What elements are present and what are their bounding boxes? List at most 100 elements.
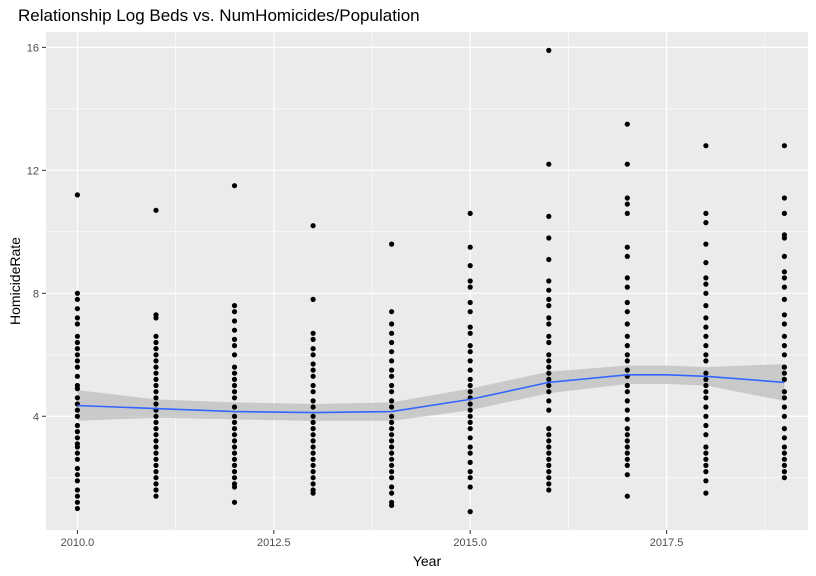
data-point: [389, 490, 395, 496]
data-point: [546, 426, 552, 432]
data-point: [546, 296, 552, 302]
data-point: [703, 444, 709, 450]
data-point: [231, 382, 238, 389]
data-point: [389, 321, 395, 327]
data-point: [546, 444, 552, 450]
data-point: [781, 333, 788, 339]
data-point: [703, 210, 709, 216]
data-point: [467, 389, 473, 395]
data-point: [624, 343, 630, 349]
smooth-trend-line: [77, 374, 785, 414]
data-point: [153, 493, 159, 499]
data-point: [467, 210, 473, 216]
data-point: [703, 462, 709, 468]
data-point: [389, 330, 395, 336]
data-point: [624, 450, 630, 456]
data-point: [624, 444, 630, 450]
data-point: [153, 382, 159, 389]
data-point: [153, 401, 159, 407]
data-point: [467, 459, 473, 465]
data-point: [781, 284, 788, 290]
data-point: [781, 404, 788, 410]
data-point: [74, 364, 80, 370]
data-point: [546, 469, 552, 475]
data-point: [703, 413, 709, 419]
data-point: [546, 333, 552, 339]
data-point: [389, 456, 395, 462]
data-point: [310, 367, 316, 373]
data-point: [389, 367, 395, 373]
data-point: [781, 469, 788, 475]
data-point: [624, 333, 630, 339]
data-point: [546, 456, 552, 462]
data-point: [546, 303, 552, 309]
data-point: [781, 389, 788, 395]
data-point: [153, 462, 159, 468]
data-point: [781, 376, 788, 382]
data-point: [624, 352, 630, 358]
data-point: [781, 235, 788, 241]
data-point: [231, 469, 238, 475]
data-point: [389, 389, 395, 395]
data-point: [467, 367, 473, 373]
data-point: [467, 309, 473, 315]
data-point: [467, 343, 473, 349]
x-axis-ticks: 2010.0 2012.5 2015.0 2017.5: [61, 530, 683, 549]
data-point: [74, 413, 80, 419]
data-point: [389, 382, 395, 389]
data-point: [231, 336, 238, 342]
data-point: [74, 429, 80, 435]
data-point: [703, 281, 709, 287]
data-point: [624, 432, 630, 438]
data-point: [467, 358, 473, 364]
data-point: [781, 269, 788, 275]
data-point: [231, 432, 238, 438]
data-point: [389, 413, 395, 419]
data-point: [546, 382, 552, 389]
minor-gridlines: [46, 32, 808, 530]
data-point: [310, 438, 316, 444]
data-point: [310, 352, 316, 358]
chart-title: Relationship Log Beds vs. NumHomicides/P…: [18, 6, 420, 25]
data-point: [153, 456, 159, 462]
data-point: [781, 413, 788, 419]
data-point: [231, 462, 238, 468]
data-point: [310, 398, 316, 404]
data-point: [703, 382, 709, 389]
data-point: [781, 352, 788, 358]
data-point: [781, 435, 788, 441]
data-point: [74, 456, 80, 462]
data-point: [231, 456, 238, 462]
data-point: [546, 256, 552, 263]
data-point: [546, 235, 552, 241]
data-point: [231, 376, 238, 382]
data-point: [153, 438, 159, 444]
data-point: [703, 324, 709, 330]
data-point: [703, 376, 709, 382]
data-point: [624, 493, 630, 499]
data-point: [153, 315, 159, 321]
data-point: [153, 419, 159, 425]
data-point: [389, 339, 395, 346]
data-point: [310, 426, 316, 432]
data-point: [624, 299, 630, 306]
data-point: [624, 367, 630, 373]
data-point: [703, 450, 709, 456]
data-point: [153, 207, 159, 213]
data-point: [389, 444, 395, 450]
data-point: [153, 487, 159, 493]
data-point: [153, 481, 159, 487]
data-point: [74, 499, 80, 505]
data-point: [781, 370, 788, 376]
data-point: [389, 462, 395, 468]
data-point: [703, 370, 709, 376]
y-axis-ticks: 4 8 12 16: [27, 42, 46, 423]
data-point: [624, 389, 630, 395]
data-point: [703, 315, 709, 321]
data-point: [74, 472, 80, 478]
data-point: [546, 339, 552, 346]
data-point: [310, 404, 316, 410]
data-point: [546, 376, 552, 382]
data-point: [467, 244, 473, 250]
